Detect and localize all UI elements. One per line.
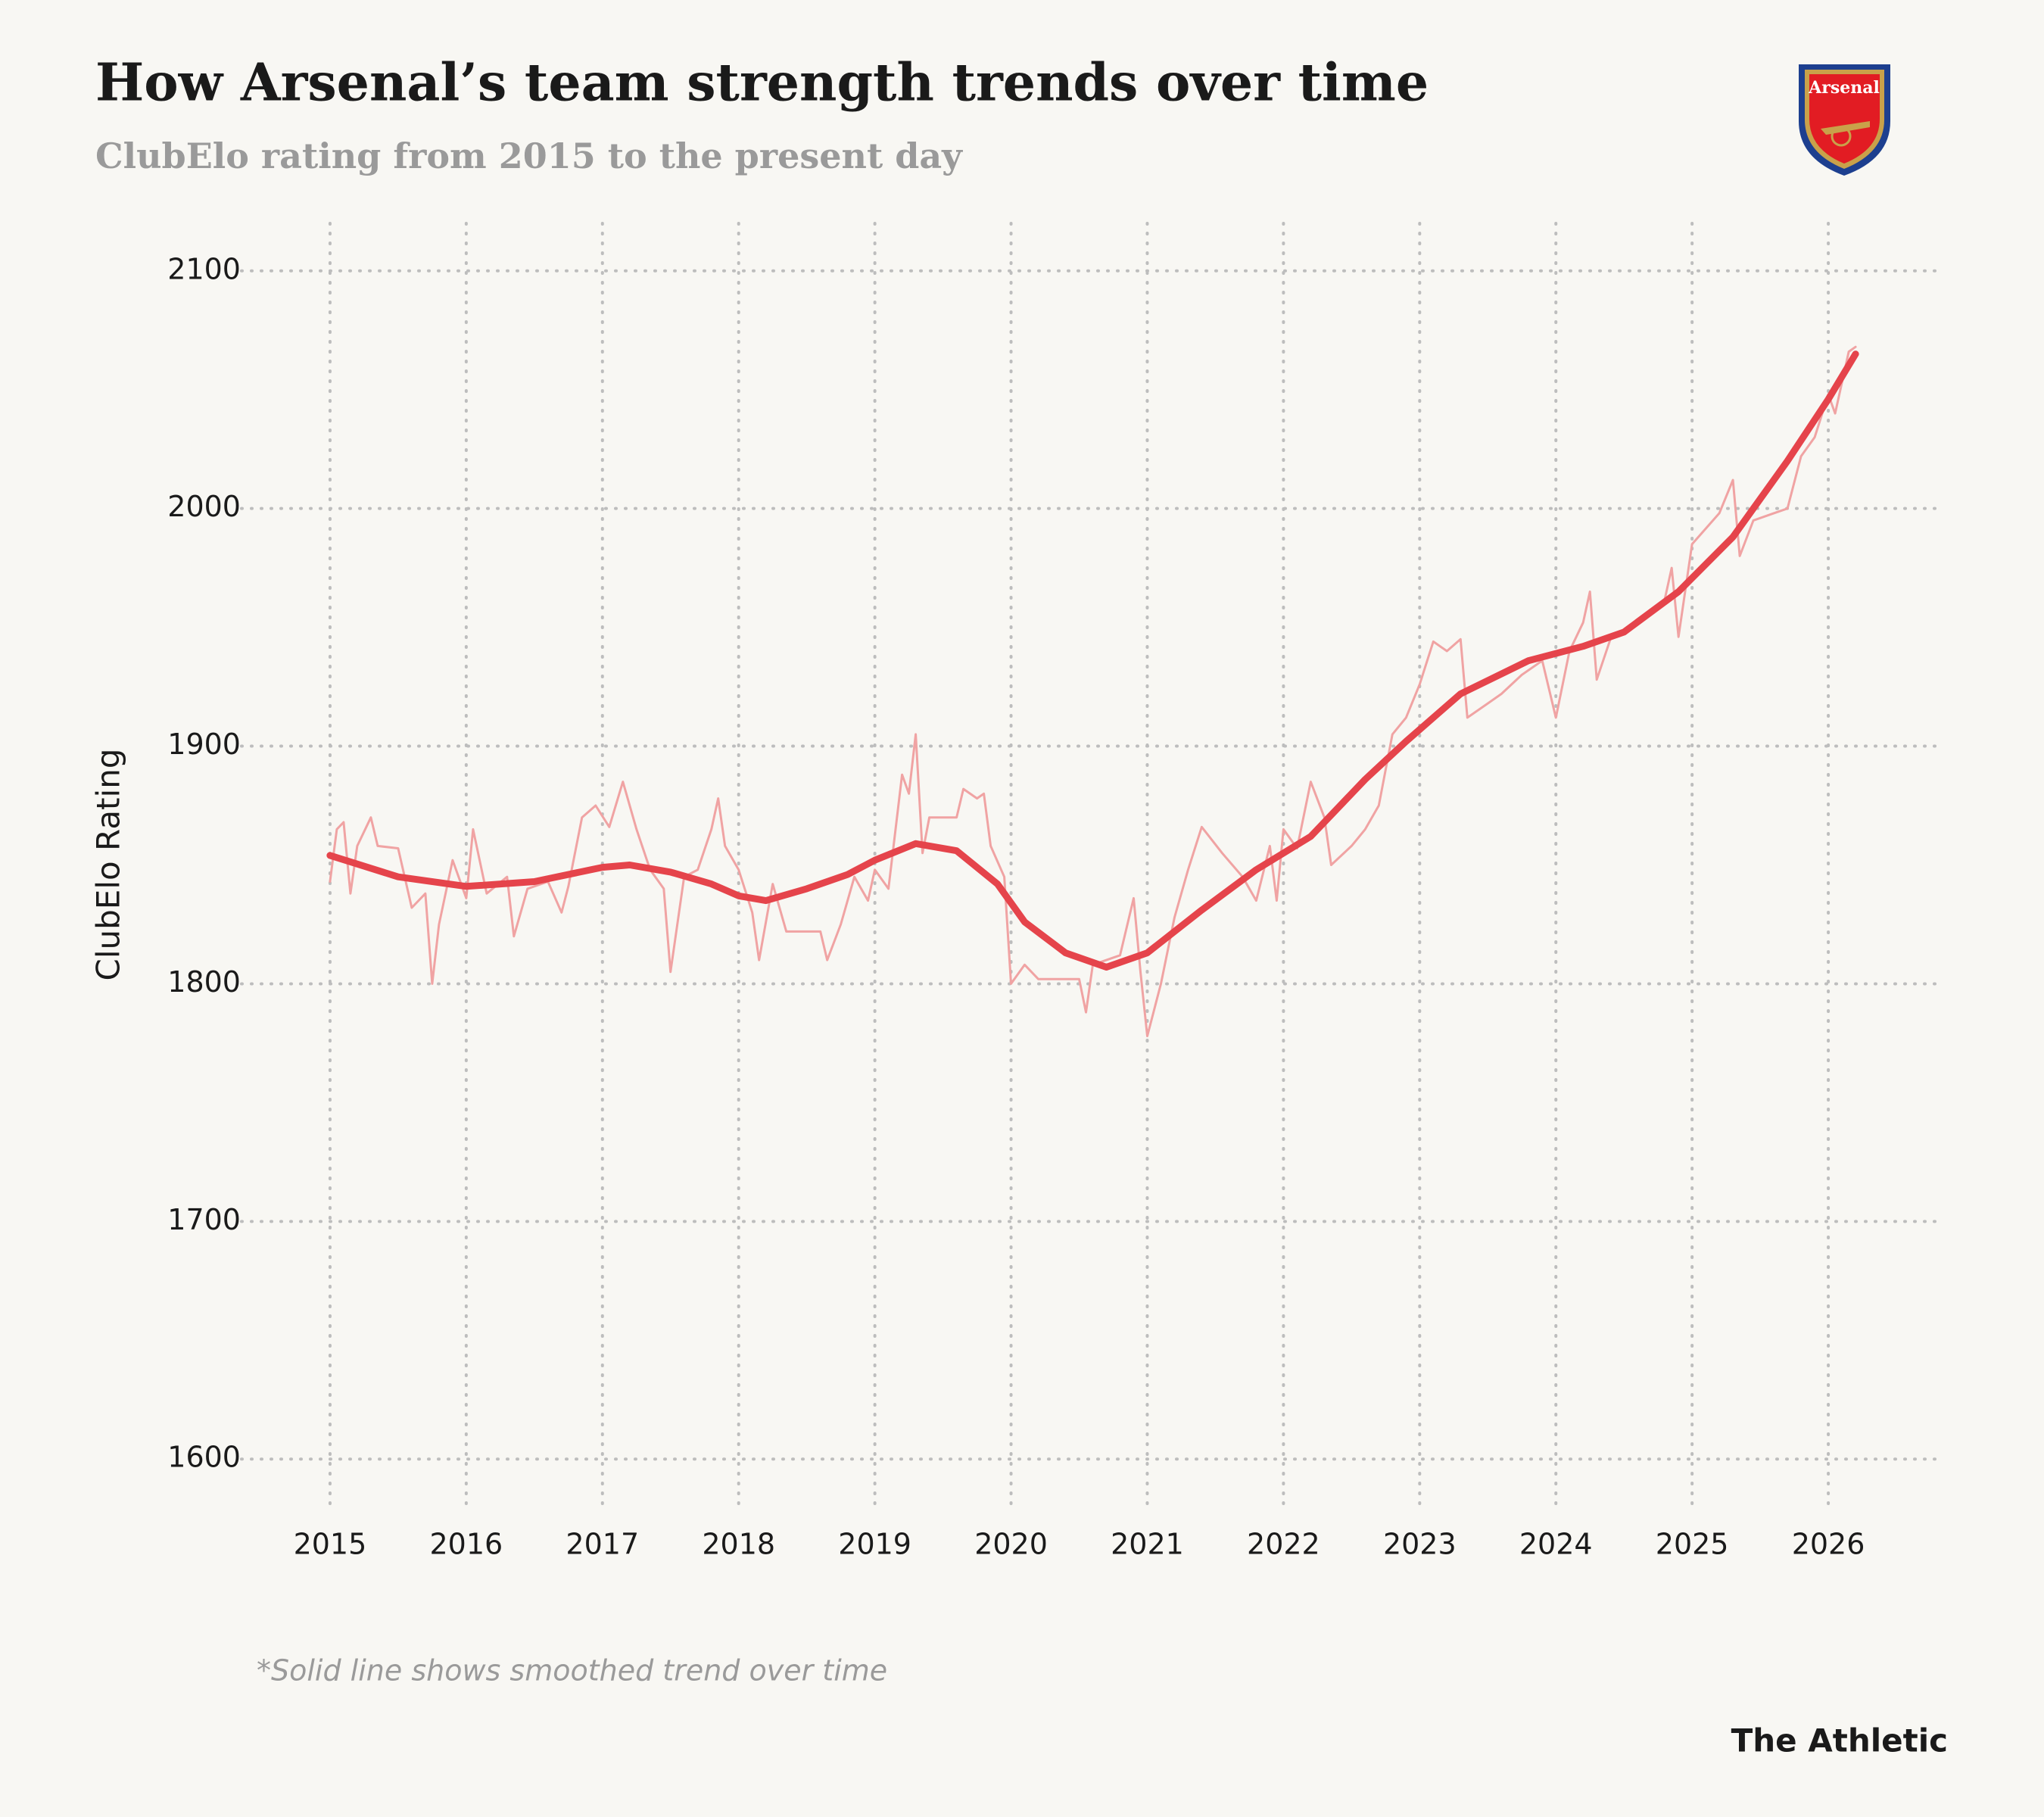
x-tick-label: 2026 xyxy=(1792,1528,1865,1561)
y-tick-label: 1900 xyxy=(167,728,241,761)
x-tick-label: 2023 xyxy=(1383,1528,1457,1561)
x-tick-label: 2025 xyxy=(1656,1528,1729,1561)
line xyxy=(326,351,1859,971)
y-tick-label: 1700 xyxy=(167,1203,241,1236)
club-logo: Arsenal xyxy=(1799,64,1890,176)
source: The Athletic xyxy=(1731,1722,1948,1759)
x-tick-label: 2021 xyxy=(1111,1528,1184,1561)
footnote: *Solid line shows smoothed trend over ti… xyxy=(257,1654,887,1688)
logo-text: Arsenal xyxy=(1808,78,1880,98)
y-tick-label: 2100 xyxy=(167,252,241,285)
x-tick-label: 2017 xyxy=(566,1528,639,1561)
y-tick-label: 1600 xyxy=(167,1441,241,1474)
y-axis-label: ClubElo Rating xyxy=(90,749,127,981)
line xyxy=(329,345,1857,1037)
y-tick-label: 1800 xyxy=(167,965,241,999)
y-tick-label: 2000 xyxy=(167,490,241,523)
x-tick-label: 2024 xyxy=(1519,1528,1593,1561)
x-tick-label: 2022 xyxy=(1247,1528,1320,1561)
chart-subtitle: ClubElo rating from 2015 to the present … xyxy=(95,136,963,176)
x-tick-label: 2018 xyxy=(702,1528,775,1561)
x-tick-label: 2015 xyxy=(294,1528,367,1561)
x-tick-label: 2019 xyxy=(838,1528,911,1561)
x-tick-label: 2016 xyxy=(430,1528,503,1561)
x-tick-label: 2020 xyxy=(974,1528,1048,1561)
chart-title: How Arsenal’s team strength trends over … xyxy=(95,53,1429,114)
